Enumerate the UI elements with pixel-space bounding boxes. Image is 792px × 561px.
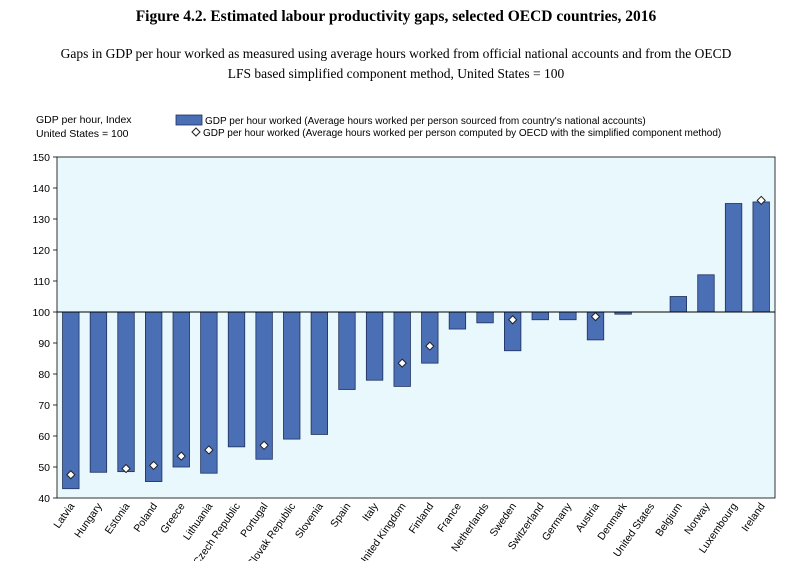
bar-ireland [752,201,770,313]
plot-area [56,156,776,499]
bar-slovak-republic [283,311,301,440]
marker-sweden [507,315,518,325]
y-tick-label: 70 [38,400,50,412]
x-tick-label: Estonia [103,501,133,537]
bar-germany [559,311,577,321]
marker-greece [176,451,186,461]
x-tick-label: Hungary [72,500,105,540]
y-tick-label: 100 [32,307,50,319]
bar-series [62,201,770,490]
bar-czech-republic [227,311,246,448]
bar-switzerland [531,311,549,321]
x-tick-label: Austria [573,501,602,535]
bar-hungary [89,311,108,473]
chart-subtitle: Gaps in GDP per hour worked as measured … [20,44,772,84]
y-tick-label: 40 [38,493,50,505]
bar-spain [338,311,356,390]
marker-estonia [121,463,131,474]
y-tick-label: 140 [32,183,50,195]
y-axis: 40 50 60 70 80 90 100 110 120 130 140 150 [32,152,57,505]
bar-greece [172,311,190,468]
legend-marker-swatch [191,127,201,137]
subtitle-line-2: LFS based simplified component method, U… [227,66,565,81]
legend-bar-label: GDP per hour worked (Average hours worke… [205,116,646,127]
y-tick-label: 130 [32,214,50,226]
marker-austria [590,311,601,322]
y-axis-label-line-1: GDP per hour, Index [36,114,132,126]
bar-poland [145,311,163,482]
bar-italy [365,311,384,381]
bar-netherlands [476,311,494,324]
legend: GDP per hour worked (Average hours worke… [175,114,721,139]
bar-slovenia [310,311,328,435]
y-tick-label: 90 [38,338,50,350]
y-axis-label-line-2: United States = 100 [36,128,129,140]
bar-latvia [62,311,80,490]
legend-bar-swatch [175,114,203,126]
bar-luxembourg [724,203,743,313]
x-tick-label: Spain [328,501,353,530]
x-tick-label: Ireland [739,501,767,534]
bar-estonia [117,311,135,473]
marker-finland [425,341,435,351]
y-tick-label: 150 [32,152,50,164]
x-tick-label: Latvia [51,501,77,531]
y-tick-label: 110 [33,276,50,288]
chart-title: Figure 4.2. Estimated labour productivit… [135,8,657,25]
x-tick-label: Poland [132,501,161,535]
marker-series [66,195,766,480]
y-tick-label: 60 [38,431,50,443]
marker-latvia [66,470,76,480]
bar-norway [697,274,715,313]
x-tick-label: Greece [158,501,188,536]
bar-finland [421,311,439,364]
y-tick-label: 120 [32,245,50,257]
x-tick-label: Belgium [653,501,685,539]
bar-portugal [255,311,273,460]
bar-belgium [669,296,687,313]
marker-ireland [756,195,766,206]
bar-united-kingdom [393,311,411,387]
bar-france [448,311,467,330]
y-tick-label: 50 [38,462,50,474]
x-tick-label: France [435,501,464,535]
marker-united-kingdom [397,358,407,368]
x-tick-label: Italy [360,500,381,523]
legend-marker-label: GDP per hour worked (Average hours worke… [203,128,721,139]
subtitle-line-1: Gaps in GDP per hour worked as measured … [60,46,732,61]
x-tick-label: Finland [407,501,437,536]
marker-portugal [259,440,269,451]
y-tick-label: 80 [38,369,50,381]
x-tick-label: Slovenia [293,501,326,541]
marker-poland [148,460,159,471]
marker-lithuania [204,445,214,455]
